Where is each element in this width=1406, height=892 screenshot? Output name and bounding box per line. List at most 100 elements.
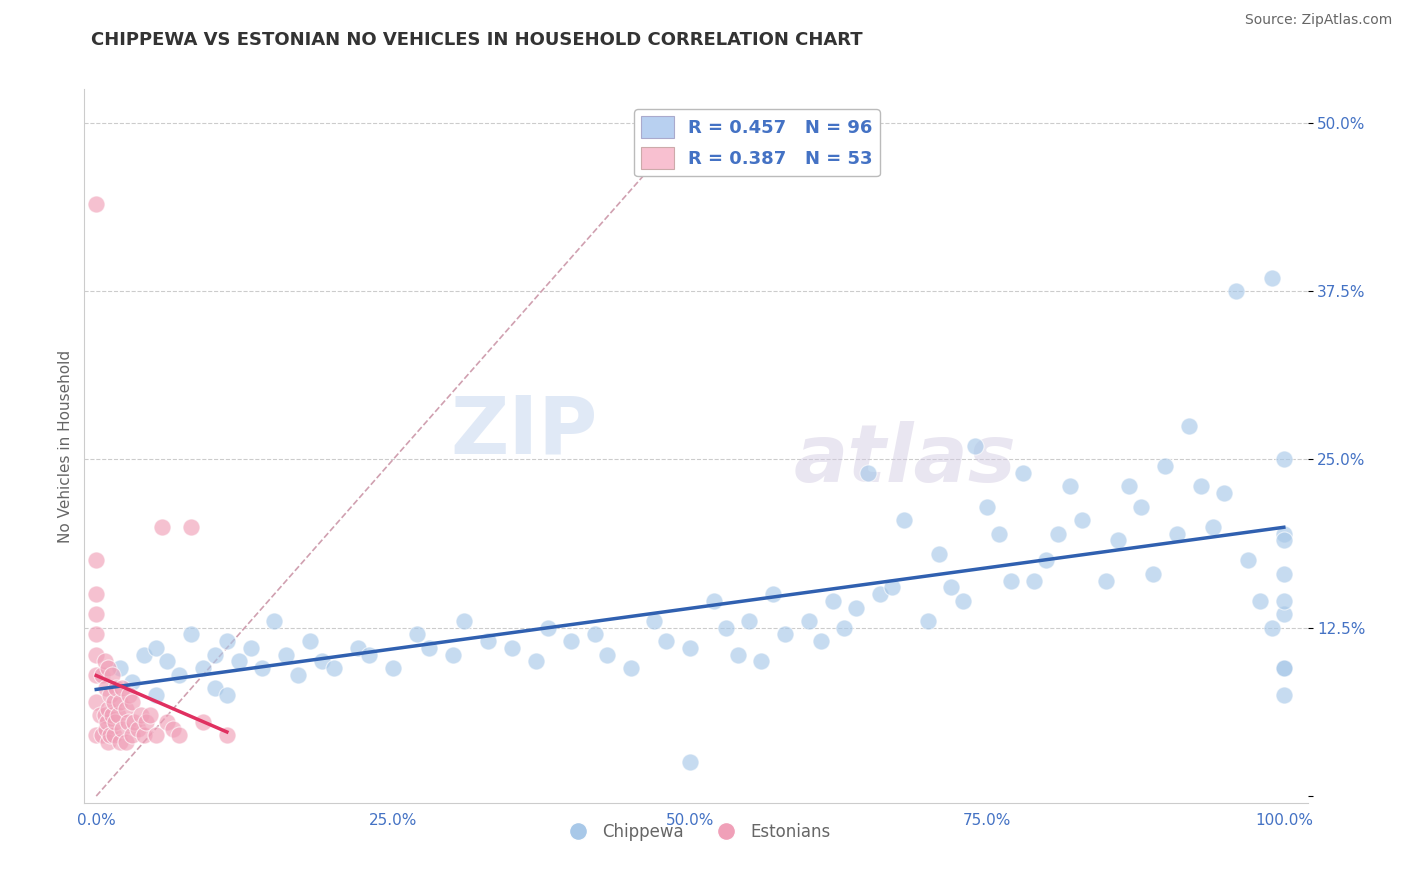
- Point: [287, 668, 309, 682]
- Point: [100, 688, 122, 702]
- Point: [703, 594, 725, 608]
- Point: [441, 648, 464, 662]
- Point: [845, 600, 868, 615]
- Text: Source: ZipAtlas.com: Source: ZipAtlas.com: [1244, 13, 1392, 28]
- Point: [91, 729, 114, 743]
- Point: [239, 640, 262, 655]
- Point: [1047, 526, 1070, 541]
- Point: [406, 627, 429, 641]
- Point: [115, 701, 138, 715]
- Point: [1261, 270, 1284, 285]
- Point: [97, 661, 120, 675]
- Point: [93, 655, 115, 669]
- Point: [856, 466, 879, 480]
- Point: [97, 735, 120, 749]
- Point: [1035, 553, 1057, 567]
- Point: [84, 587, 107, 601]
- Point: [84, 607, 107, 622]
- Point: [122, 714, 145, 729]
- Point: [1000, 574, 1022, 588]
- Point: [1142, 566, 1164, 581]
- Point: [111, 681, 134, 696]
- Point: [252, 661, 274, 675]
- Point: [679, 756, 702, 770]
- Point: [115, 735, 138, 749]
- Point: [107, 708, 129, 723]
- Point: [104, 714, 127, 729]
- Point: [121, 674, 143, 689]
- Point: [917, 614, 939, 628]
- Point: [418, 640, 440, 655]
- Point: [132, 729, 155, 743]
- Point: [100, 729, 122, 743]
- Point: [1154, 459, 1177, 474]
- Point: [156, 655, 179, 669]
- Point: [118, 688, 141, 702]
- Point: [1272, 661, 1295, 675]
- Point: [1059, 479, 1081, 493]
- Point: [987, 526, 1010, 541]
- Point: [84, 695, 107, 709]
- Point: [1024, 574, 1046, 588]
- Point: [501, 640, 523, 655]
- Point: [121, 729, 143, 743]
- Point: [453, 614, 475, 628]
- Point: [94, 681, 117, 696]
- Point: [1272, 688, 1295, 702]
- Point: [94, 722, 117, 736]
- Point: [749, 655, 772, 669]
- Point: [1201, 520, 1223, 534]
- Point: [1225, 284, 1247, 298]
- Point: [797, 614, 820, 628]
- Point: [1237, 553, 1260, 567]
- Text: ZIP: ZIP: [451, 392, 598, 471]
- Point: [127, 722, 149, 736]
- Point: [620, 661, 643, 675]
- Point: [1272, 526, 1295, 541]
- Point: [145, 729, 167, 743]
- Point: [108, 661, 131, 675]
- Point: [1272, 607, 1295, 622]
- Point: [215, 729, 238, 743]
- Point: [169, 729, 191, 743]
- Point: [643, 614, 665, 628]
- Point: [156, 714, 179, 729]
- Point: [311, 655, 333, 669]
- Point: [727, 648, 749, 662]
- Point: [228, 655, 250, 669]
- Point: [108, 695, 131, 709]
- Point: [1094, 574, 1116, 588]
- Point: [84, 553, 107, 567]
- Point: [536, 621, 558, 635]
- Text: CHIPPEWA VS ESTONIAN NO VEHICLES IN HOUSEHOLD CORRELATION CHART: CHIPPEWA VS ESTONIAN NO VEHICLES IN HOUS…: [91, 31, 863, 49]
- Point: [1071, 513, 1094, 527]
- Point: [810, 634, 832, 648]
- Point: [869, 587, 891, 601]
- Point: [103, 695, 125, 709]
- Point: [1189, 479, 1212, 493]
- Point: [117, 714, 139, 729]
- Point: [84, 648, 107, 662]
- Point: [1249, 594, 1271, 608]
- Point: [1272, 661, 1295, 675]
- Point: [132, 648, 155, 662]
- Point: [96, 714, 118, 729]
- Point: [121, 695, 143, 709]
- Point: [215, 634, 238, 648]
- Point: [108, 735, 131, 749]
- Point: [111, 722, 134, 736]
- Point: [346, 640, 368, 655]
- Point: [1272, 452, 1295, 467]
- Point: [145, 640, 167, 655]
- Point: [1107, 533, 1129, 548]
- Point: [1011, 466, 1033, 480]
- Point: [100, 708, 122, 723]
- Point: [298, 634, 321, 648]
- Y-axis label: No Vehicles in Household: No Vehicles in Household: [58, 350, 73, 542]
- Point: [1166, 526, 1188, 541]
- Point: [773, 627, 796, 641]
- Point: [84, 627, 107, 641]
- Point: [1272, 594, 1295, 608]
- Point: [84, 196, 107, 211]
- Point: [524, 655, 547, 669]
